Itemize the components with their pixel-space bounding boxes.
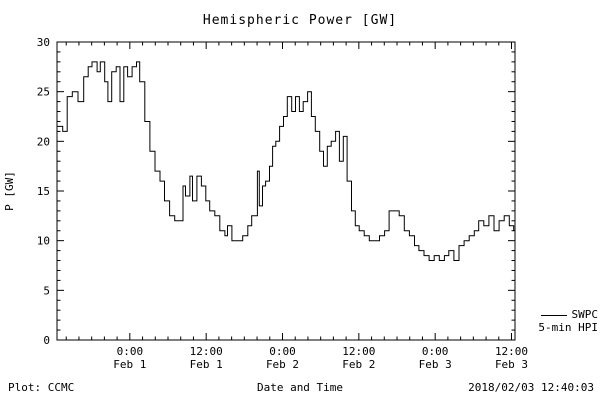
x-tick-time-label: 0:00 [269, 345, 296, 358]
y-tick-label: 0 [43, 334, 50, 347]
x-tick-date-label: Feb 2 [342, 358, 375, 371]
legend-row-source: SWPC [538, 308, 598, 321]
axes-frame [56, 41, 516, 341]
x-tick-time-label: 12:00 [342, 345, 375, 358]
legend-source-label: SWPC [571, 308, 599, 321]
y-tick-label: 30 [37, 36, 50, 49]
x-tick-date-label: Feb 2 [266, 358, 299, 371]
chart-title: Hemispheric Power [GW] [202, 13, 398, 28]
chart-legend: SWPC 5-min HPI [538, 308, 598, 334]
x-tick-time-label: 12:00 [190, 345, 223, 358]
x-tick-time-label: 12:00 [495, 345, 528, 358]
x-tick-date-label: Feb 1 [190, 358, 223, 371]
x-tick-time-label: 0:00 [117, 345, 144, 358]
x-tick-date-label: Feb 3 [495, 358, 528, 371]
timestamp-label: 2018/02/03 12:40:03 [468, 381, 594, 394]
y-tick-label: 15 [37, 185, 50, 198]
x-axis-label: Date and Time [256, 381, 344, 394]
legend-line-sample-icon [540, 314, 567, 316]
plot-credit-label: Plot: CCMC [8, 381, 75, 394]
y-tick-label: 5 [43, 284, 50, 297]
legend-series-label: 5-min HPI [538, 321, 598, 334]
hpi-data-line [57, 61, 515, 261]
y-tick-label: 25 [37, 86, 50, 99]
y-tick-label: 20 [37, 135, 50, 148]
x-tick-date-label: Feb 1 [113, 358, 146, 371]
x-tick-time-label: 0:00 [422, 345, 449, 358]
x-tick-date-label: Feb 3 [419, 358, 452, 371]
y-tick-label: 10 [37, 235, 50, 248]
